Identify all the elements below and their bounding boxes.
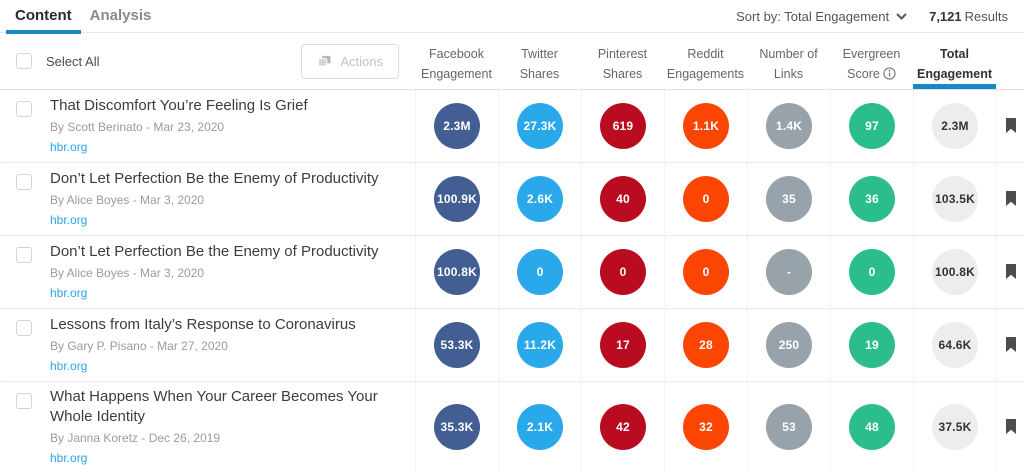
pinterest-shares-badge: 619 <box>600 103 646 149</box>
column-header-twitter: Twitter Shares <box>519 47 560 81</box>
results-count: 7,121 Results <box>929 9 1008 24</box>
total-engagement-badge: 64.6K <box>932 322 978 368</box>
select-all[interactable]: Select All <box>16 53 99 69</box>
column-header-links: Number of Links <box>759 47 818 81</box>
bookmark-icon[interactable] <box>1005 191 1017 207</box>
facebook-engagement-badge: 2.3M <box>434 103 480 149</box>
article-title[interactable]: That Discomfort You’re Feeling Is Grief <box>50 97 308 114</box>
facebook-engagement-badge: 100.8K <box>434 249 480 295</box>
column-header-pinterest: Pinterest Shares <box>597 47 648 81</box>
bookmark-icon[interactable] <box>1005 337 1017 353</box>
table-row: Don’t Let Perfection Be the Enemy of Pro… <box>0 236 1024 309</box>
column-header-reddit: Reddit Engagements <box>666 47 745 81</box>
bookmark-icon[interactable] <box>1005 418 1017 435</box>
table-header: Select All Actions Facebook Engagement Tw… <box>0 33 1024 90</box>
twitter-shares-badge: 0 <box>517 249 563 295</box>
evergreen-score-badge: 48 <box>849 403 895 450</box>
row-checkbox[interactable] <box>16 101 32 117</box>
twitter-shares-badge: 2.6K <box>517 176 563 222</box>
total-engagement-badge: 100.8K <box>932 249 978 295</box>
article-domain-link[interactable]: hbr.org <box>50 213 88 227</box>
column-header-evergreen: Evergreen Score <box>830 33 913 89</box>
article-title[interactable]: Don’t Let Perfection Be the Enemy of Pro… <box>50 170 379 187</box>
tab-bar: Content Analysis Sort by: Total Engageme… <box>0 0 1024 34</box>
article-byline: By Janna Koretz - Dec 26, 2019 <box>50 430 221 445</box>
results-list: That Discomfort You’re Feeling Is Grief … <box>0 90 1024 471</box>
facebook-engagement-badge: 35.3K <box>434 403 480 450</box>
pinterest-shares-badge: 40 <box>600 176 646 222</box>
table-row: Lessons from Italy’s Response to Coronav… <box>0 309 1024 382</box>
active-column-underline <box>913 84 996 89</box>
number-of-links-badge: - <box>766 249 812 295</box>
reddit-engagements-badge: 32 <box>683 403 729 450</box>
reddit-engagements-badge: 0 <box>683 249 729 295</box>
table-row: What Happens When Your Career Becomes Yo… <box>0 382 1024 471</box>
actions-label: Actions <box>340 53 383 69</box>
twitter-shares-badge: 2.1K <box>517 403 563 450</box>
bookmark-icon[interactable] <box>1005 118 1017 134</box>
table-row: That Discomfort You’re Feeling Is Grief … <box>0 90 1024 163</box>
twitter-shares-badge: 27.3K <box>517 103 563 149</box>
total-engagement-badge: 2.3M <box>932 103 978 149</box>
article-byline: By Alice Boyes - Mar 3, 2020 <box>50 193 205 207</box>
table-row: Don’t Let Perfection Be the Enemy of Pro… <box>0 163 1024 236</box>
select-all-label: Select All <box>46 53 100 69</box>
pinterest-shares-badge: 17 <box>600 322 646 368</box>
twitter-shares-badge: 11.2K <box>517 322 563 368</box>
results-number: 7,121 <box>929 9 962 24</box>
sort-by-dropdown[interactable]: Sort by: Total Engagement <box>736 9 907 24</box>
facebook-engagement-badge: 53.3K <box>434 322 480 368</box>
bookmark-icon[interactable] <box>1005 264 1017 280</box>
pinterest-shares-badge: 0 <box>600 249 646 295</box>
article-byline: By Scott Berinato - Mar 23, 2020 <box>50 120 225 134</box>
article-byline: By Alice Boyes - Mar 3, 2020 <box>50 266 205 280</box>
row-checkbox[interactable] <box>16 393 32 409</box>
article-domain-link[interactable]: hbr.org <box>50 140 88 154</box>
article-domain-link[interactable]: hbr.org <box>50 359 88 373</box>
evergreen-score-badge: 0 <box>849 249 895 295</box>
number-of-links-badge: 35 <box>766 176 812 222</box>
results-label: Results <box>964 9 1008 24</box>
number-of-links-badge: 1.4K <box>766 103 812 149</box>
article-title[interactable]: Lessons from Italy’s Response to Coronav… <box>50 316 356 333</box>
article-title[interactable]: What Happens When Your Career Becomes Yo… <box>50 387 378 425</box>
evergreen-score-badge: 97 <box>849 103 895 149</box>
row-checkbox[interactable] <box>16 247 32 263</box>
facebook-engagement-badge: 100.9K <box>434 176 480 222</box>
total-engagement-badge: 37.5K <box>932 403 978 450</box>
column-header-total-engagement: Total Engagement <box>913 33 996 89</box>
tab-content[interactable]: Content <box>6 0 81 34</box>
pinterest-shares-badge: 42 <box>600 403 646 450</box>
row-checkbox[interactable] <box>16 174 32 190</box>
article-title[interactable]: Don’t Let Perfection Be the Enemy of Pro… <box>50 243 379 260</box>
number-of-links-badge: 250 <box>766 322 812 368</box>
info-icon[interactable] <box>883 66 896 86</box>
tab-analysis[interactable]: Analysis <box>89 7 152 24</box>
row-checkbox[interactable] <box>16 320 32 336</box>
reddit-engagements-badge: 0 <box>683 176 729 222</box>
select-all-checkbox[interactable] <box>16 53 32 69</box>
article-domain-link[interactable]: hbr.org <box>50 450 88 465</box>
sort-by-label: Sort by: Total Engagement <box>736 9 890 24</box>
total-engagement-badge: 103.5K <box>932 176 978 222</box>
evergreen-score-badge: 36 <box>849 176 895 222</box>
article-domain-link[interactable]: hbr.org <box>50 286 88 300</box>
chevron-down-icon <box>896 13 907 20</box>
reddit-engagements-badge: 28 <box>683 322 729 368</box>
reddit-engagements-badge: 1.1K <box>683 103 729 149</box>
evergreen-score-badge: 19 <box>849 322 895 368</box>
article-byline: By Gary P. Pisano - Mar 27, 2020 <box>50 339 228 353</box>
layers-icon <box>317 55 332 68</box>
actions-button[interactable]: Actions <box>301 43 399 79</box>
column-header-facebook: Facebook Engagement <box>421 47 492 81</box>
number-of-links-badge: 53 <box>766 403 812 450</box>
